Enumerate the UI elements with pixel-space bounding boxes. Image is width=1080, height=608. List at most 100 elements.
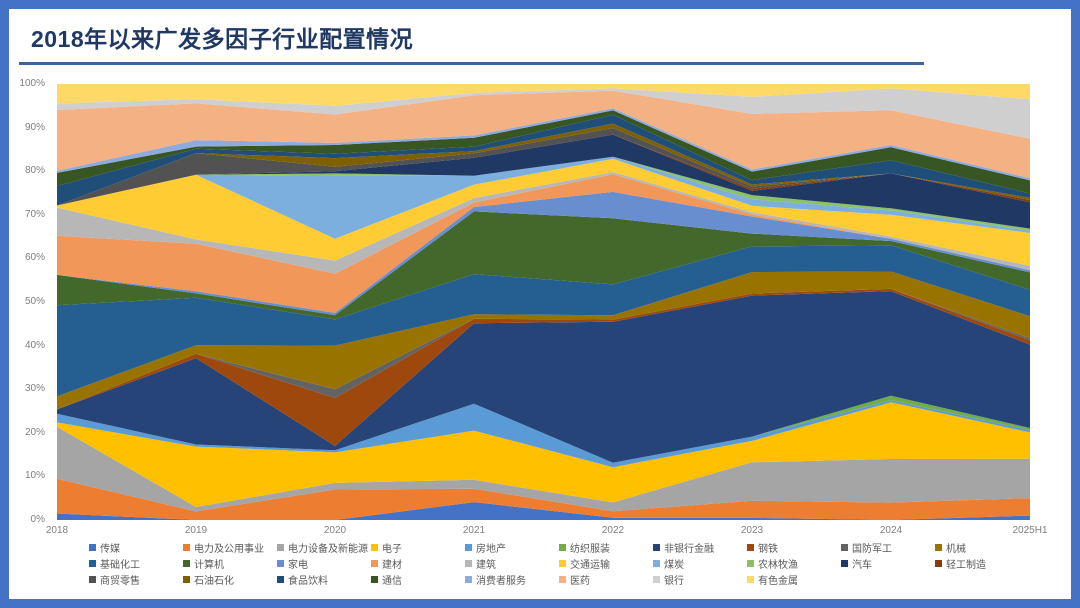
legend-item: 传媒 — [89, 539, 183, 555]
y-axis-label: 50% — [24, 296, 45, 307]
plot-svg — [57, 84, 1030, 520]
legend-color-swatch — [277, 543, 284, 551]
legend-color-swatch — [183, 559, 190, 567]
y-axis-label: 60% — [24, 252, 45, 264]
legend-item-label: 传媒 — [100, 543, 120, 555]
legend-item: 医药 — [559, 571, 653, 587]
area-传媒 — [57, 502, 1030, 520]
legend-item-label: 石油石化 — [194, 575, 234, 587]
legend-item: 家电 — [277, 555, 371, 571]
legend-item-label: 汽车 — [852, 559, 872, 571]
legend-color-swatch — [653, 575, 660, 583]
y-axis-label: 90% — [24, 121, 45, 133]
legend-item-label: 交通运输 — [570, 559, 610, 571]
legend-item-label: 机械 — [946, 543, 966, 555]
legend-item-label: 电力及公用事业 — [194, 543, 264, 555]
x-axis-label: 2024 — [879, 525, 903, 536]
y-axis-label: 20% — [24, 426, 45, 438]
legend-item: 钢铁 — [747, 539, 841, 555]
legend-item: 基础化工 — [89, 555, 183, 571]
legend-item: 有色金属 — [747, 571, 841, 587]
legend-item: 煤炭 — [653, 555, 747, 571]
legend-item-label: 家电 — [288, 559, 308, 571]
area-通信 — [57, 110, 1030, 194]
area-有色金属 — [57, 84, 1030, 106]
legend-color-swatch — [747, 559, 754, 567]
legend-item-label: 消费者服务 — [476, 575, 526, 587]
legend-item: 电力及公用事业 — [183, 539, 277, 555]
area-食品饮料 — [57, 114, 1030, 206]
legend-color-swatch — [371, 543, 378, 551]
legend-color-swatch — [559, 575, 566, 583]
legend-color-swatch — [747, 575, 754, 583]
area-机械 — [57, 271, 1030, 410]
legend-color-swatch — [465, 559, 472, 567]
legend-item: 消费者服务 — [465, 571, 559, 587]
legend-item-label: 国防军工 — [852, 543, 892, 555]
y-axis-label: 30% — [24, 383, 45, 395]
legend-color-swatch — [841, 559, 848, 567]
legend-item-label: 煤炭 — [664, 559, 684, 571]
legend-color-swatch — [277, 575, 284, 583]
x-axis-label: 2020 — [323, 525, 347, 536]
page-title: 2018年以来广发多因子行业配置情况 — [31, 26, 414, 52]
area-家电 — [57, 191, 1030, 316]
area-建材 — [57, 174, 1030, 313]
legend-item: 电力设备及新能源 — [277, 539, 371, 555]
area-电子 — [57, 402, 1030, 507]
legend-item: 商贸零售 — [89, 571, 183, 587]
area-石油石化 — [57, 123, 1030, 206]
y-axis-label: 0% — [30, 514, 45, 525]
area-电力及公用事业 — [57, 478, 1030, 520]
legend-color-swatch — [89, 543, 96, 551]
legend-item: 电子 — [371, 539, 465, 555]
legend-color-swatch — [747, 543, 754, 551]
x-axis-label: 2021 — [462, 525, 486, 536]
legend-item: 纺织服装 — [559, 539, 653, 555]
x-axis-label: 2025H1 — [1012, 525, 1048, 536]
legend-color-swatch — [653, 543, 660, 551]
legend: 传媒 电力及公用事业 电力设备及新能源 电子 房地产 纺织服装 非银行金融 钢铁 国防军工 机械基… — [89, 539, 1049, 587]
x-axis-label: 2019 — [184, 525, 208, 536]
legend-item: 国防军工 — [841, 539, 935, 555]
legend-item: 农林牧渔 — [747, 555, 841, 571]
legend-color-swatch — [935, 543, 942, 551]
legend-item-label: 纺织服装 — [570, 543, 610, 555]
legend-color-swatch — [841, 543, 848, 551]
legend-item-label: 电力设备及新能源 — [288, 543, 368, 555]
legend-item: 轻工制造 — [935, 555, 1029, 571]
legend-item-label: 非银行金融 — [664, 543, 714, 555]
plot-area — [57, 84, 1030, 520]
area-农林牧渔 — [57, 156, 1030, 231]
legend-item-label: 计算机 — [194, 559, 224, 571]
area-计算机 — [57, 211, 1030, 320]
legend-item-label: 农林牧渔 — [758, 559, 798, 571]
legend-item: 计算机 — [183, 555, 277, 571]
legend-color-swatch — [89, 575, 96, 583]
legend-item: 建材 — [371, 555, 465, 571]
x-axis-label: 2018 — [45, 525, 69, 536]
legend-color-swatch — [277, 559, 284, 567]
legend-item: 建筑 — [465, 555, 559, 571]
legend-item: 房地产 — [465, 539, 559, 555]
area-煤炭 — [57, 156, 1030, 239]
legend-item-label: 钢铁 — [758, 543, 778, 555]
legend-color-swatch — [371, 559, 378, 567]
legend-color-swatch — [89, 559, 96, 567]
legend-item-label: 基础化工 — [100, 559, 140, 571]
y-axis-label: 100% — [19, 78, 45, 89]
legend-item-label: 建材 — [382, 559, 402, 571]
legend-color-swatch — [559, 543, 566, 551]
legend-color-swatch — [183, 575, 190, 583]
area-基础化工 — [57, 245, 1030, 397]
title-rule — [19, 62, 924, 65]
legend-color-swatch — [465, 575, 472, 583]
legend-item-label: 建筑 — [476, 559, 496, 571]
area-交通运输 — [57, 158, 1030, 266]
area-医药 — [57, 90, 1030, 179]
legend-item: 通信 — [371, 571, 465, 587]
area-商贸零售 — [57, 128, 1030, 206]
legend-item-label: 电子 — [382, 543, 402, 555]
y-axis-label: 40% — [24, 339, 45, 351]
